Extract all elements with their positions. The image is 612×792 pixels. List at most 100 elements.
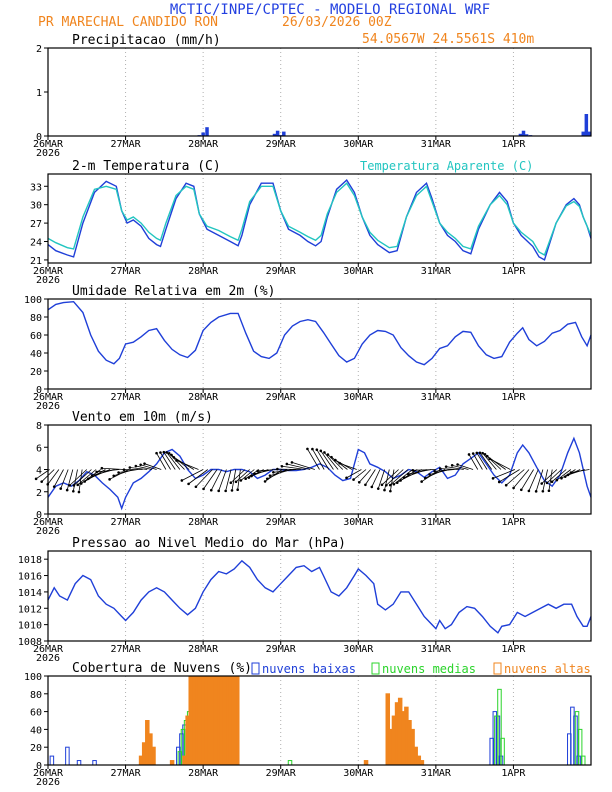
y-tick-label: 40 bbox=[30, 349, 42, 360]
y-tick-label: 30 bbox=[30, 201, 42, 212]
wind-arrow-head bbox=[497, 480, 501, 484]
x-tick-label: 31MAR bbox=[421, 139, 452, 150]
wind-arrow bbox=[257, 469, 278, 472]
y-tick-label: 24 bbox=[30, 238, 42, 249]
wind-arrow-head bbox=[483, 452, 487, 456]
wind-arrow bbox=[203, 469, 218, 490]
x-tick-label: 29MAR bbox=[266, 392, 297, 403]
wind-arrow bbox=[66, 469, 74, 491]
wind-arrow-head bbox=[438, 467, 442, 470]
wind-arrow bbox=[479, 452, 493, 470]
series-line-Pressao bbox=[47, 559, 592, 634]
x-tick-label: 27MAR bbox=[111, 139, 142, 150]
wind-arrow bbox=[327, 454, 344, 470]
wind-arrow-head bbox=[555, 478, 559, 482]
legend-swatch-green bbox=[371, 662, 380, 675]
wind-arrow-head bbox=[230, 489, 234, 492]
wind-arrow bbox=[160, 452, 171, 470]
wind-arrow-head bbox=[456, 463, 459, 466]
bar bbox=[363, 760, 369, 766]
wind-arrow-head bbox=[534, 490, 538, 493]
y-tick-label: 60 bbox=[30, 331, 42, 342]
series-line-Umidade-Relativa bbox=[47, 300, 592, 366]
wind-arrow-head bbox=[478, 451, 482, 455]
wind-arrow-head bbox=[402, 476, 406, 479]
wind-arrow-head bbox=[134, 464, 138, 468]
wind-arrow bbox=[53, 469, 64, 487]
wind-arrow-head bbox=[76, 483, 80, 487]
wind-arrow bbox=[230, 469, 246, 484]
wind-arrow-head bbox=[380, 483, 384, 487]
y-tick-label: 27 bbox=[30, 219, 42, 230]
wind-arrow-head bbox=[117, 471, 120, 474]
wind-arrow bbox=[47, 469, 60, 485]
x-tick-label: 1APR bbox=[501, 392, 526, 403]
wind-arrow bbox=[434, 469, 455, 472]
wind-arrow-head bbox=[244, 477, 247, 481]
x-tick-label: 27MAR bbox=[111, 644, 142, 655]
bar bbox=[587, 131, 592, 136]
wind-arrow-head bbox=[122, 468, 126, 472]
x-tick-label: 31MAR bbox=[421, 266, 452, 277]
y-tick-label: 1016 bbox=[18, 572, 42, 583]
x-tick-label: 26MAR bbox=[33, 139, 64, 150]
wind-arrow bbox=[371, 469, 381, 488]
wind-arrow-head bbox=[569, 471, 573, 474]
wind-arrow-head bbox=[315, 448, 319, 452]
wind-arrow-head bbox=[504, 483, 508, 487]
panel-title: Vento em 10m (m/s) bbox=[72, 410, 213, 425]
wind-arrow-head bbox=[512, 486, 515, 490]
y-tick-label: 80 bbox=[30, 690, 42, 701]
wind-arrow-head bbox=[488, 457, 491, 461]
wind-arrow-head bbox=[108, 478, 111, 481]
x-tick-label: 27MAR bbox=[111, 266, 142, 277]
wind-arrow-head bbox=[72, 489, 75, 493]
wind-arrow-head bbox=[433, 469, 436, 473]
wind-arrow bbox=[101, 467, 125, 470]
y-tick-label: 1010 bbox=[18, 621, 42, 632]
y-tick-label: 0 bbox=[36, 761, 42, 772]
coords-label: 54.0567W 24.5561S 410m bbox=[362, 32, 534, 47]
wind-arrow-head bbox=[165, 451, 169, 454]
series-line-Temperatura-Aparente-C- bbox=[47, 182, 592, 257]
wind-arrow bbox=[129, 467, 148, 470]
wind-arrow-head bbox=[388, 483, 392, 487]
legend-label-orange: nuvens altas bbox=[504, 662, 591, 676]
wind-arrow-head bbox=[180, 479, 184, 482]
wind-arrow bbox=[78, 469, 83, 493]
wind-arrow-head bbox=[170, 453, 173, 457]
x-tick-label: 31MAR bbox=[421, 768, 452, 779]
wind-arrow-head bbox=[86, 477, 90, 481]
wind-arrow-head bbox=[491, 477, 495, 480]
wind-arrow bbox=[188, 469, 209, 485]
wind-arrow-head bbox=[352, 478, 355, 481]
wind-arrow-head bbox=[59, 487, 63, 490]
x-tick-label: 31MAR bbox=[421, 644, 452, 655]
wind-arrow-head bbox=[187, 482, 190, 486]
bar bbox=[169, 760, 175, 766]
legend-swatch-blue bbox=[251, 662, 260, 675]
wind-arrow-head bbox=[162, 450, 166, 454]
x-tick-sublabel: 2026 bbox=[36, 275, 60, 286]
wind-arrow-head bbox=[72, 484, 76, 487]
wind-arrow bbox=[218, 469, 227, 491]
wind-arrow-head bbox=[224, 489, 227, 493]
wind-arrow bbox=[118, 469, 139, 473]
x-tick-label: 28MAR bbox=[188, 517, 219, 528]
location-label: PR MARECHAL CANDIDO RON bbox=[38, 15, 218, 30]
clouds-legend: nuvens baixas nuvens medias nuvens altas bbox=[251, 662, 591, 676]
x-tick-label: 29MAR bbox=[266, 517, 297, 528]
wind-arrow-head bbox=[385, 483, 388, 487]
wind-arrow-head bbox=[392, 482, 396, 486]
wind-arrow bbox=[181, 469, 204, 481]
wind-arrow-head bbox=[34, 477, 38, 481]
bar bbox=[518, 133, 523, 136]
y-tick-label: 2 bbox=[36, 44, 42, 55]
wind-arrow-head bbox=[326, 453, 330, 456]
wind-arrow-head bbox=[389, 489, 392, 493]
wind-arrow-head bbox=[357, 480, 361, 484]
bar bbox=[581, 131, 585, 136]
